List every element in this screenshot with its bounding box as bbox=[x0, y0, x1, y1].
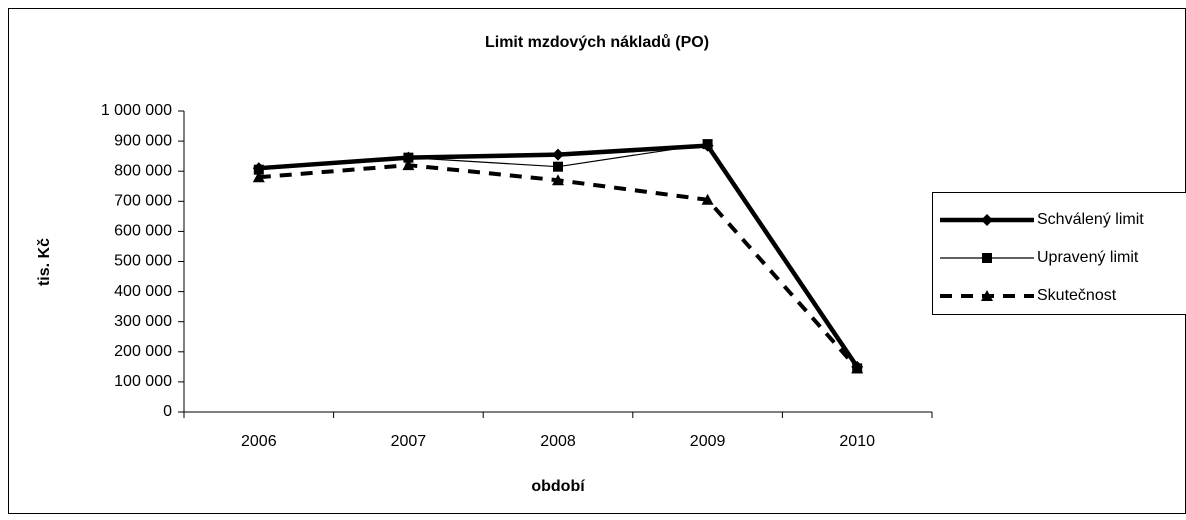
y-tick-label: 1 000 000 bbox=[101, 102, 172, 119]
x-tick-label: 2008 bbox=[540, 433, 576, 450]
legend bbox=[932, 192, 1186, 315]
y-tick-label: 200 000 bbox=[114, 343, 172, 360]
y-tick-label: 400 000 bbox=[114, 283, 172, 300]
y-tick-label: 500 000 bbox=[114, 253, 172, 270]
marker bbox=[702, 139, 713, 150]
marker bbox=[982, 253, 992, 263]
y-tick-label: 700 000 bbox=[114, 193, 172, 210]
x-tick-label: 2007 bbox=[391, 433, 427, 450]
marker bbox=[981, 290, 993, 301]
x-tick-label: 2009 bbox=[690, 433, 726, 450]
legend-label: Skutečnost bbox=[1037, 287, 1117, 304]
legend-label: Upravený limit bbox=[1037, 249, 1139, 266]
y-axis-label: tis. Kč bbox=[36, 238, 53, 286]
y-tick-label: 0 bbox=[163, 403, 172, 420]
marker bbox=[552, 148, 564, 161]
y-tick-label: 600 000 bbox=[114, 223, 172, 240]
marker bbox=[403, 152, 414, 163]
legend-label: Schválený limit bbox=[1037, 211, 1144, 228]
marker bbox=[981, 214, 993, 226]
y-tick-label: 300 000 bbox=[114, 313, 172, 330]
marker bbox=[701, 193, 714, 205]
marker bbox=[553, 161, 563, 172]
x-axis-label: období bbox=[531, 478, 585, 495]
marker bbox=[851, 362, 864, 374]
chart-title: Limit mzdových nákladů (PO) bbox=[485, 34, 709, 51]
marker bbox=[253, 164, 264, 175]
x-tick-label: 2006 bbox=[241, 433, 277, 450]
y-tick-label: 800 000 bbox=[114, 162, 172, 179]
marker bbox=[402, 159, 415, 171]
y-tick-label: 900 000 bbox=[114, 132, 172, 149]
marker bbox=[552, 174, 564, 186]
marker bbox=[252, 171, 265, 183]
x-tick-label: 2010 bbox=[839, 433, 875, 450]
y-tick-label: 100 000 bbox=[114, 373, 172, 390]
